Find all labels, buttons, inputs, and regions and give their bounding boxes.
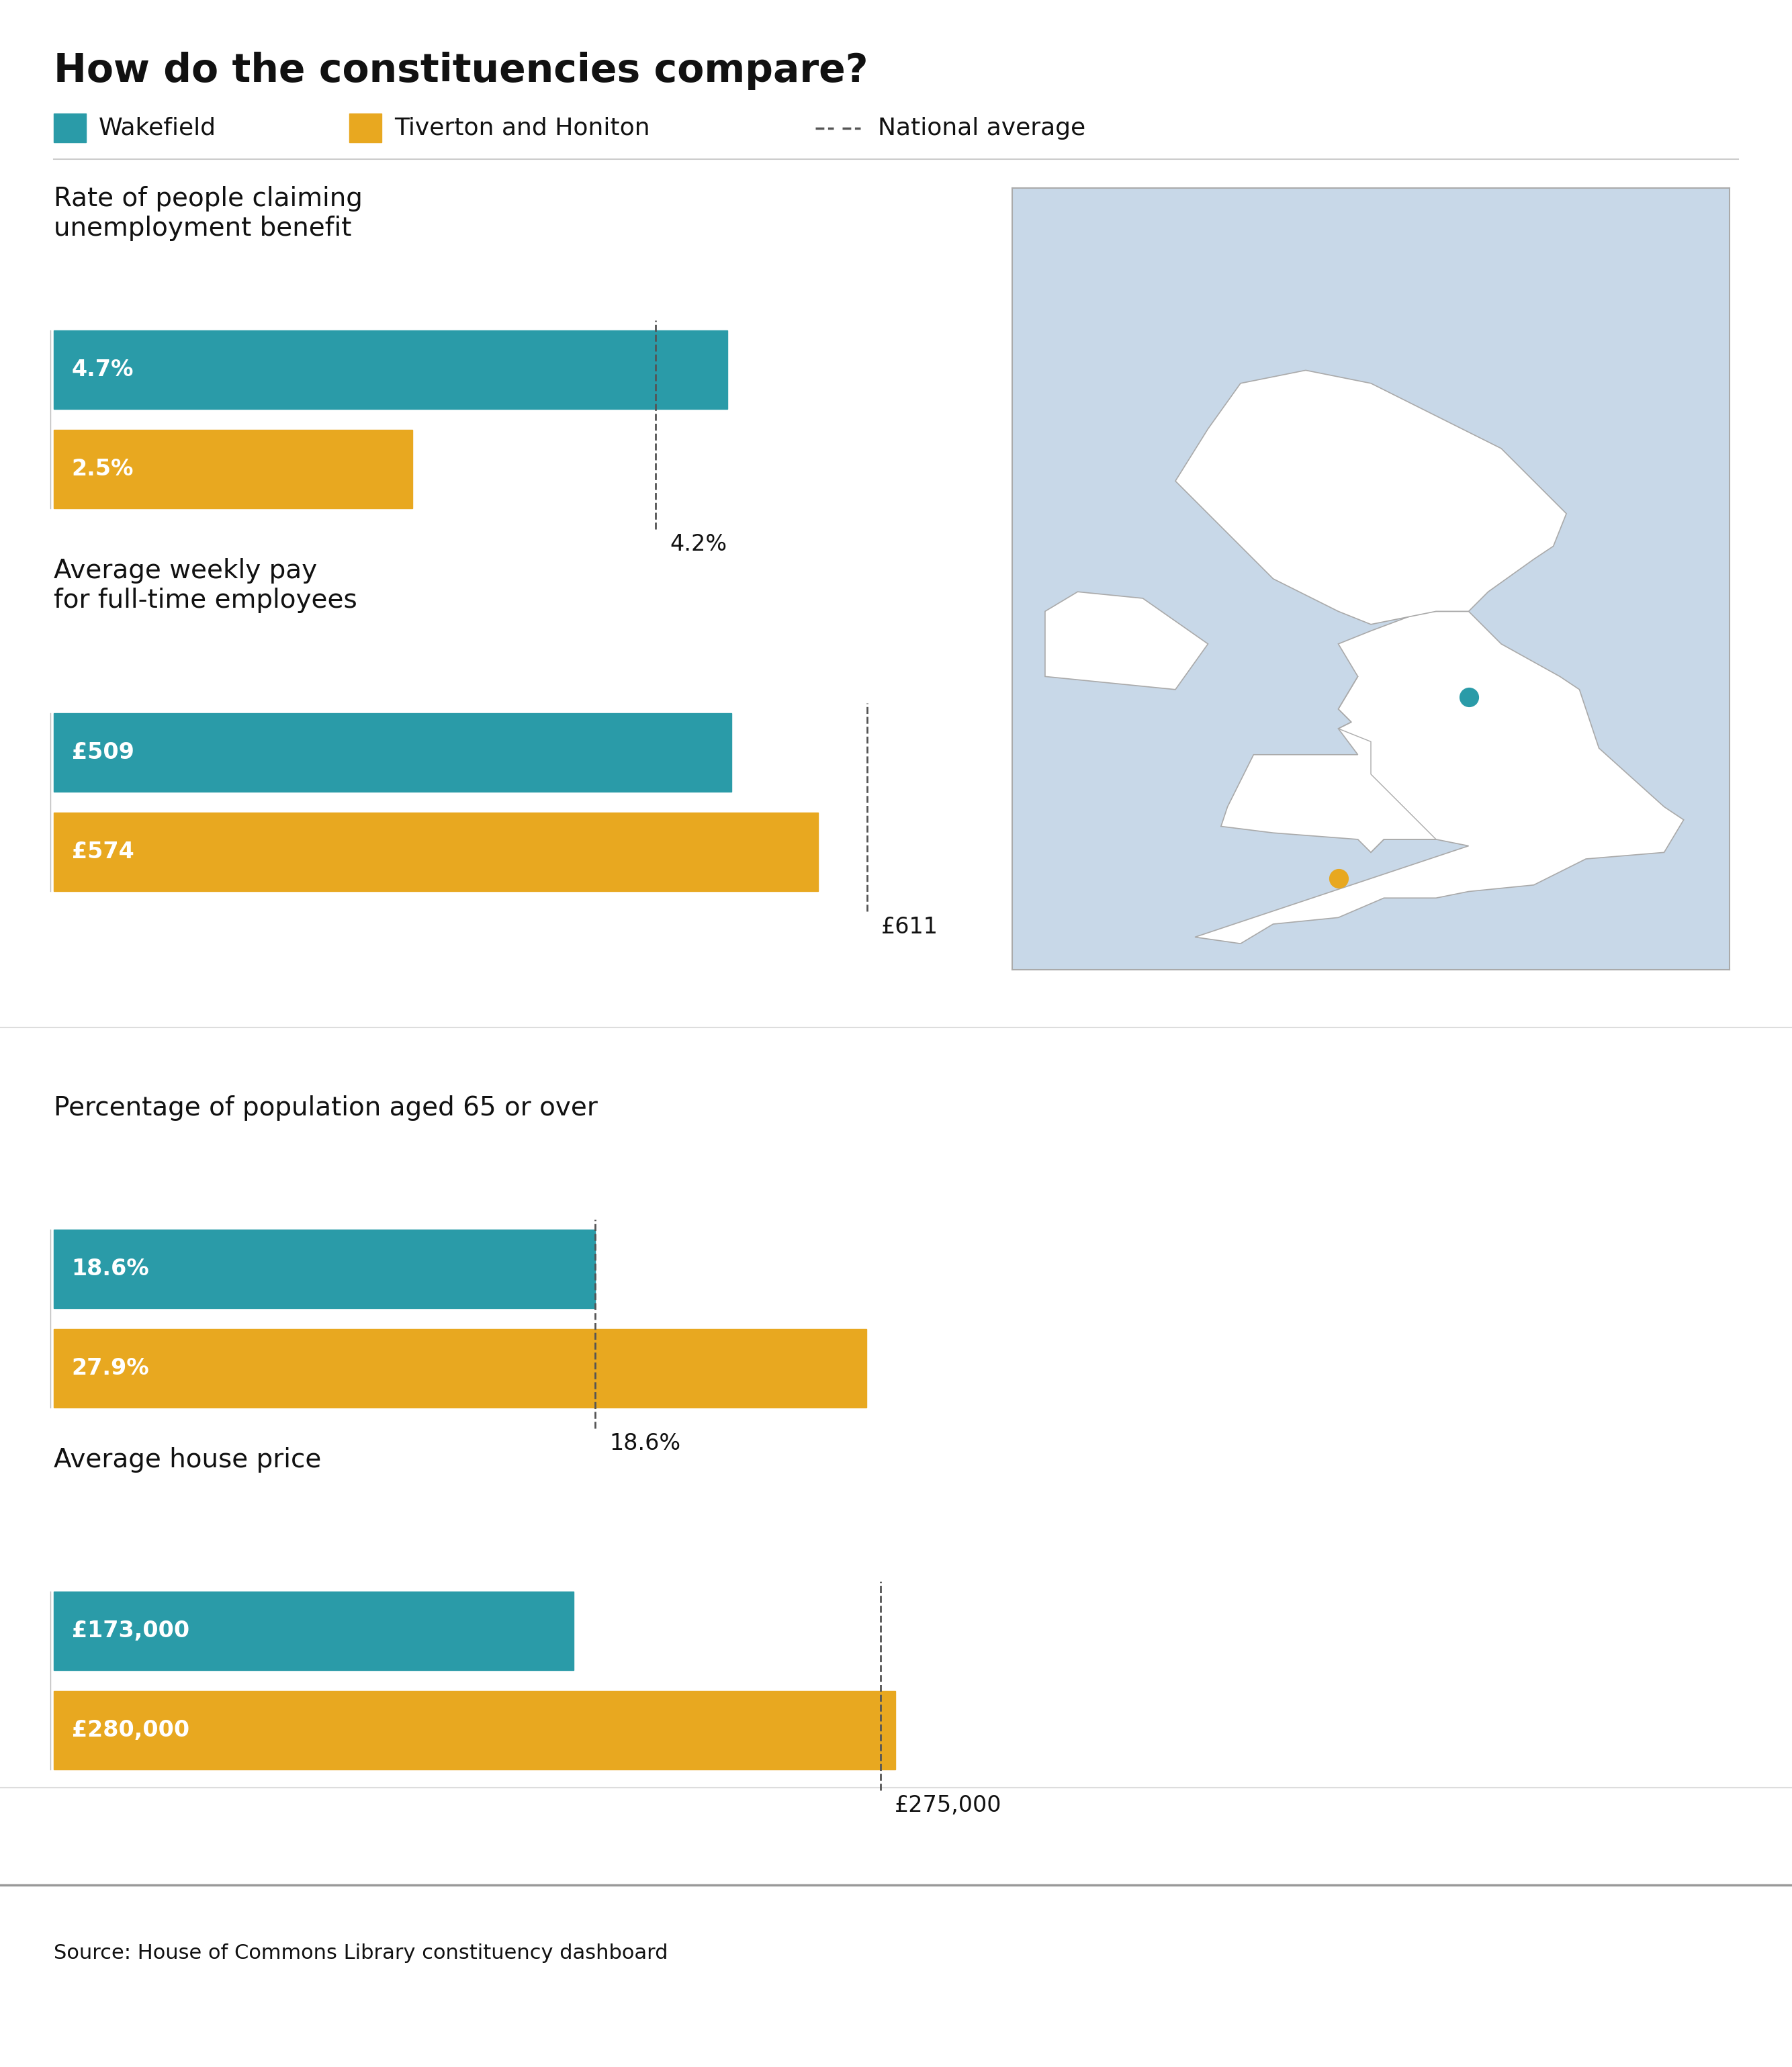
Text: £509: £509 [72,742,134,763]
Text: 4.2%: 4.2% [670,533,728,556]
Text: Rate of people claiming
unemployment benefit: Rate of people claiming unemployment ben… [54,186,362,242]
Text: Source: House of Commons Library constituency dashboard: Source: House of Commons Library constit… [54,1943,668,1964]
Text: £574: £574 [72,841,134,862]
Text: B: B [1586,1966,1606,1993]
Text: Wakefield: Wakefield [99,116,217,141]
Text: £173,000: £173,000 [72,1621,190,1641]
Text: How do the constituencies compare?: How do the constituencies compare? [54,52,867,91]
Text: £280,000: £280,000 [72,1720,190,1740]
Text: B: B [1643,1966,1663,1993]
Polygon shape [1045,591,1208,690]
Text: Percentage of population aged 65 or over: Percentage of population aged 65 or over [54,1096,599,1120]
Text: 18.6%: 18.6% [609,1432,681,1455]
Text: 18.6%: 18.6% [72,1259,149,1279]
Text: Average weekly pay
for full-time employees: Average weekly pay for full-time employe… [54,558,357,614]
Text: C: C [1701,1966,1720,1993]
Text: Average house price: Average house price [54,1447,321,1472]
Text: 27.9%: 27.9% [72,1358,149,1379]
Text: 4.7%: 4.7% [72,360,134,380]
Text: National average: National average [878,116,1086,141]
Polygon shape [1195,612,1684,945]
Text: £611: £611 [882,916,939,938]
Text: Tiverton and Honiton: Tiverton and Honiton [394,116,650,141]
Polygon shape [1176,370,1566,624]
Text: £275,000: £275,000 [894,1794,1002,1817]
Text: 2.5%: 2.5% [72,459,134,480]
